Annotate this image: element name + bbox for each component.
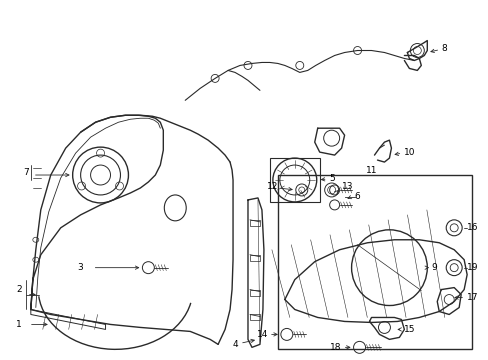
Text: 2: 2 <box>16 285 21 294</box>
Text: 19: 19 <box>466 263 478 272</box>
Text: 4: 4 <box>232 340 237 349</box>
Text: 7: 7 <box>23 167 29 176</box>
Bar <box>249 289 260 296</box>
Text: 11: 11 <box>365 166 376 175</box>
Text: 15: 15 <box>404 325 415 334</box>
Text: 9: 9 <box>430 263 436 272</box>
Text: 13: 13 <box>341 183 352 192</box>
Text: 17: 17 <box>466 293 478 302</box>
Text: 14: 14 <box>256 330 267 339</box>
Text: 8: 8 <box>440 44 446 53</box>
Text: 12: 12 <box>266 183 277 192</box>
Text: 5: 5 <box>329 174 335 183</box>
Bar <box>249 255 260 261</box>
Text: 18: 18 <box>329 343 341 352</box>
Bar <box>269 158 319 202</box>
Bar <box>277 175 471 349</box>
Text: 1: 1 <box>16 320 21 329</box>
Bar <box>249 315 260 320</box>
Bar <box>249 220 260 226</box>
Text: 16: 16 <box>466 223 478 232</box>
Text: 3: 3 <box>77 263 82 272</box>
Text: 10: 10 <box>404 148 415 157</box>
Text: 6: 6 <box>354 193 360 202</box>
